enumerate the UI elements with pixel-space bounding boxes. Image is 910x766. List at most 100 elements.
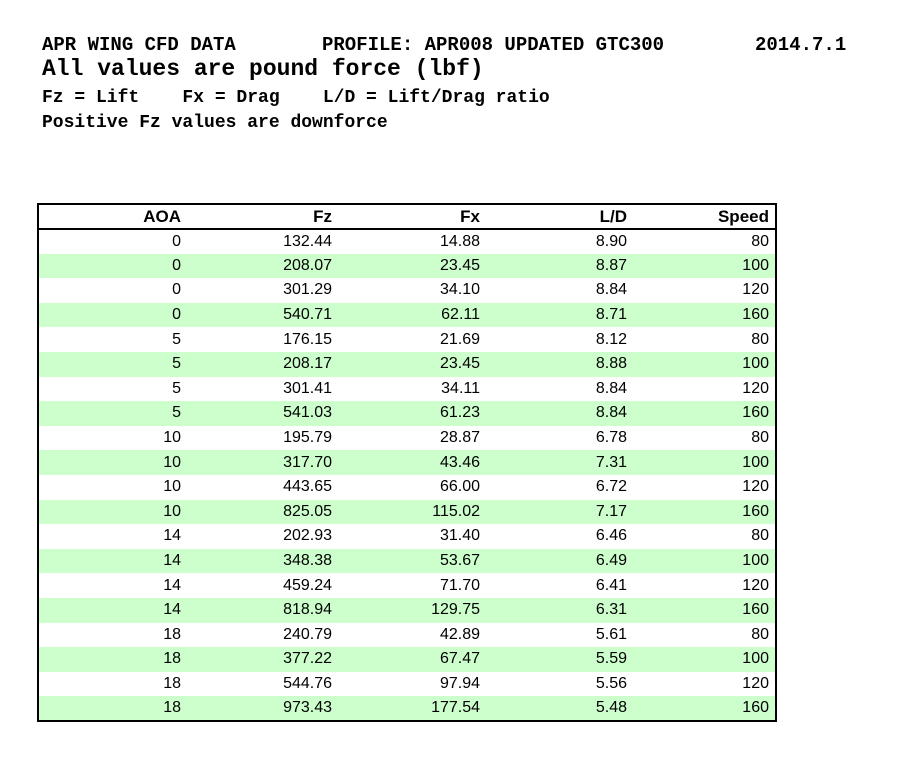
table-cell: 34.11 — [441, 379, 480, 397]
table-cell: 120 — [742, 281, 769, 299]
table-cell: 120 — [742, 478, 769, 496]
doc-date: 2014.7.1 — [755, 34, 847, 56]
table-cell: 18 — [163, 699, 181, 717]
table-cell: 377.22 — [283, 650, 332, 668]
table-cell: 80 — [751, 330, 769, 348]
table-row: 14 202.93 31.40 6.46 80 — [38, 524, 776, 549]
table-row: 14 348.38 53.67 6.49 100 — [38, 548, 776, 574]
table-cell: 23.45 — [439, 355, 480, 373]
table-cell: 544.76 — [283, 674, 332, 692]
table-cell: 8.84 — [595, 404, 627, 422]
table-cell: 0 — [172, 232, 181, 250]
table-row: 18 544.76 97.94 5.56 120 — [38, 671, 776, 697]
table-cell: 459.24 — [283, 576, 332, 594]
table-cell: 8.90 — [595, 232, 627, 250]
table-row: 10 317.70 43.46 7.31 100 — [38, 450, 776, 475]
table-cell: 5.48 — [595, 699, 627, 717]
table-cell: 10 — [163, 502, 181, 520]
table-cell: 5 — [172, 379, 181, 397]
table-cell: 443.65 — [283, 478, 332, 496]
table-cell: 100 — [742, 256, 769, 274]
table-row: 0 208.07 23.45 8.87 100 — [38, 253, 776, 279]
table-cell: 0 — [172, 306, 181, 324]
doc-profile: PROFILE: APR008 UPDATED GTC300 — [322, 34, 665, 56]
table-cell: 160 — [742, 699, 769, 717]
table-row: 10 195.79 28.87 6.78 80 — [38, 425, 776, 451]
table-row: 14 818.94 129.75 6.31 160 — [38, 597, 776, 623]
table-cell: 177.54 — [431, 699, 480, 717]
table-cell: 160 — [742, 404, 769, 422]
table-row: 14 459.24 71.70 6.41 120 — [38, 573, 776, 598]
table-cell: 18 — [163, 674, 181, 692]
table-cell: 8.71 — [595, 306, 627, 324]
table-row: 10 443.65 66.00 6.72 120 — [38, 474, 776, 500]
table-cell: 160 — [742, 306, 769, 324]
table-cell: 28.87 — [439, 429, 480, 447]
table-cell: 160 — [742, 601, 769, 619]
table-cell: 5.56 — [595, 674, 627, 692]
table-row: 18 240.79 42.89 5.61 80 — [38, 622, 776, 648]
table-row: 18 377.22 67.47 5.59 100 — [38, 647, 776, 672]
table-cell: 540.71 — [283, 306, 332, 324]
table-cell: 14 — [163, 527, 181, 545]
table-cell: 7.17 — [595, 502, 627, 520]
table-cell: 8.87 — [595, 256, 627, 274]
table-cell: 129.75 — [431, 601, 480, 619]
table-cell: 80 — [751, 625, 769, 643]
table-cell: 7.31 — [595, 453, 627, 471]
table-cell: 31.40 — [439, 527, 480, 545]
table-cell: 0 — [172, 256, 181, 274]
table-cell: 8.12 — [595, 330, 627, 348]
table-cell: 202.93 — [283, 527, 332, 545]
prepared-by-label: Prepared by: — [507, 203, 656, 225]
table-cell: 160 — [742, 502, 769, 520]
table-cell: 23.45 — [439, 256, 480, 274]
table-cell: 176.15 — [283, 330, 332, 348]
table-cell: 8.88 — [595, 355, 627, 373]
table-cell: 208.07 — [283, 256, 332, 274]
table-row: 5 541.03 61.23 8.84 160 — [38, 401, 776, 426]
table-cell: 208.17 — [283, 355, 332, 373]
table-cell: 100 — [742, 650, 769, 668]
table-cell: 100 — [742, 355, 769, 373]
table-cell: 10 — [163, 478, 181, 496]
table-cell: 5.61 — [595, 625, 627, 643]
table-cell: 18 — [163, 625, 181, 643]
doc-title: APR WING CFD DATA — [42, 34, 236, 56]
table-cell: 61.23 — [439, 404, 480, 422]
table-cell: 6.49 — [595, 552, 627, 570]
table-cell: 80 — [751, 429, 769, 447]
table-cell: 5 — [172, 355, 181, 373]
table-cell: 14 — [163, 576, 181, 594]
table-body: 0 132.44 14.88 8.90 80 0 208.07 23.45 8.87 100 0 30… — [38, 229, 776, 721]
column-header-aoa: AOA — [143, 206, 181, 226]
table-cell: 66.00 — [439, 478, 480, 496]
table-row: 18 973.43 177.54 5.48 160 — [38, 696, 776, 721]
table-cell: 5 — [172, 404, 181, 422]
table-cell: 53.67 — [439, 552, 480, 570]
table-cell: 18 — [163, 650, 181, 668]
table-cell: 240.79 — [283, 625, 332, 643]
column-header-speed: Speed — [717, 206, 769, 226]
table-row: 0 540.71 62.11 8.71 160 — [38, 302, 776, 328]
table-header-row: AOA Fz Fx L/D Speed — [38, 204, 776, 229]
column-header-ld: L/D — [599, 206, 627, 226]
table-row: 10 825.05 115.02 7.17 160 — [38, 499, 776, 525]
table-cell: 5 — [172, 330, 181, 348]
units-note: All values are pound force (lbf) — [42, 56, 484, 82]
table-cell: 5.59 — [595, 650, 627, 668]
table-cell: 6.41 — [595, 576, 627, 594]
cfd-data-table: AOA Fz Fx L/D Speed 0 132.44 14.88 8.90 80 0 2… — [37, 203, 777, 722]
table-cell: 120 — [742, 379, 769, 397]
table-row: 5 176.15 21.69 8.12 80 — [38, 327, 776, 352]
table-cell: 6.46 — [595, 527, 627, 545]
table-cell: 6.72 — [595, 478, 627, 496]
table-cell: 120 — [742, 576, 769, 594]
table-row: 5 208.17 23.45 8.88 100 — [38, 351, 776, 377]
table-cell: 10 — [163, 453, 181, 471]
table-cell: 8.84 — [595, 281, 627, 299]
table-cell: 120 — [742, 674, 769, 692]
table-cell: 42.89 — [439, 625, 480, 643]
table-cell: 0 — [172, 281, 181, 299]
